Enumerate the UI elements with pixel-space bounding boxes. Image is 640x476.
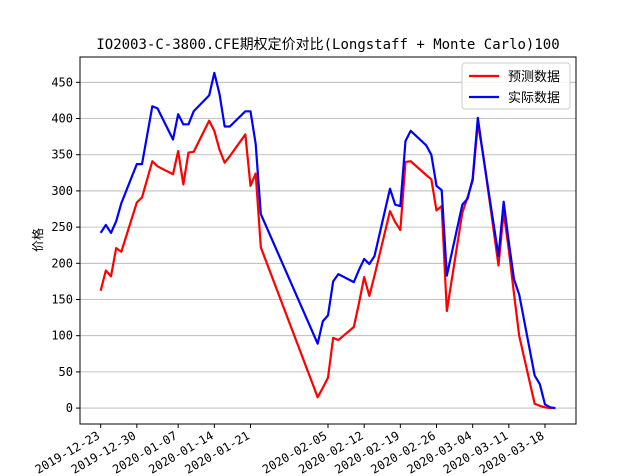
- y-tick-label: 350: [51, 148, 73, 162]
- y-axis: 0 50 100 150 200 250 300 350 400 450: [51, 75, 80, 415]
- y-tick-label: 250: [51, 220, 73, 234]
- y-tick-label: 50: [59, 365, 73, 379]
- y-tick-label: 200: [51, 256, 73, 270]
- y-tick-label: 450: [51, 75, 73, 89]
- x-axis: 2019-12-232019-12-302020-01-072020-01-14…: [33, 424, 547, 476]
- y-tick-label: 300: [51, 184, 73, 198]
- y-tick-label: 0: [66, 401, 73, 415]
- y-tick-label: 400: [51, 112, 73, 126]
- y-axis-label: 价格: [30, 228, 45, 252]
- chart-title: IO2003-C-3800.CFE期权定价对比(Longstaff + Mont…: [96, 37, 559, 53]
- series-line-1: [99, 71, 556, 410]
- legend-label-1: 实际数据: [508, 91, 560, 106]
- legend-label-0: 预测数据: [508, 70, 560, 85]
- y-tick-label: 150: [51, 292, 73, 306]
- y-tick-label: 100: [51, 329, 73, 343]
- series-lines: [99, 71, 556, 410]
